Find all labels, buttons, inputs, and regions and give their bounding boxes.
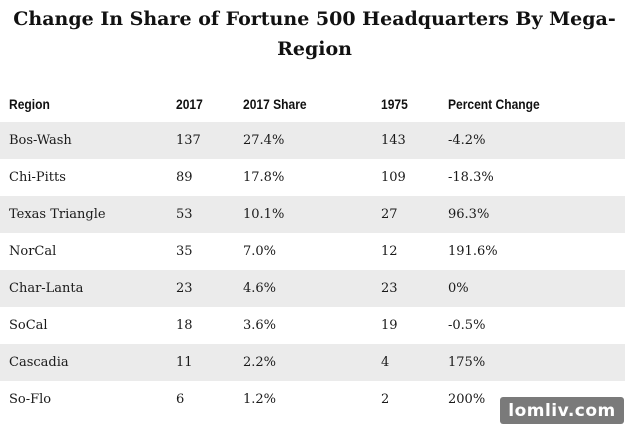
header-region: Region <box>9 95 50 112</box>
table-row: So-Flo 6 1.2% 2 200% <box>0 381 625 418</box>
cell-1975: 27 <box>381 207 398 222</box>
cell-1975: 109 <box>381 170 406 185</box>
cell-2017-share: 27.4% <box>243 133 285 148</box>
table-row: Chi-Pitts 89 17.8% 109 -18.3% <box>0 159 625 196</box>
cell-percent-change: -0.5% <box>448 318 486 333</box>
header-percent-change: Percent Change <box>448 95 540 112</box>
chart-title: Change In Share of Fortune 500 Headquart… <box>13 8 616 60</box>
cell-2017: 137 <box>176 133 201 148</box>
cell-percent-change: -18.3% <box>448 170 494 185</box>
cell-region: Texas Triangle <box>9 207 106 222</box>
cell-region: SoCal <box>9 318 48 333</box>
cell-2017: 6 <box>176 392 185 407</box>
table-row: Char-Lanta 23 4.6% 23 0% <box>0 270 625 307</box>
cell-2017-share: 1.2% <box>243 392 277 407</box>
cell-1975: 19 <box>381 318 398 333</box>
table-row: Bos-Wash 137 27.4% 143 -4.2% <box>0 122 625 159</box>
watermark-badge: lomliv.com <box>500 397 624 424</box>
cell-1975: 4 <box>381 355 390 370</box>
cell-2017: 18 <box>176 318 193 333</box>
cell-2017-share: 7.0% <box>243 244 277 259</box>
cell-1975: 143 <box>381 133 406 148</box>
table-row: NorCal 35 7.0% 12 191.6% <box>0 233 625 270</box>
cell-2017-share: 4.6% <box>243 281 277 296</box>
cell-region: Chi-Pitts <box>9 170 66 185</box>
table-header: Region 2017 2017 Share 1975 Percent Chan… <box>0 85 625 122</box>
header-2017-share: 2017 Share <box>243 95 307 112</box>
cell-percent-change: 175% <box>448 355 486 370</box>
cell-percent-change: -4.2% <box>448 133 486 148</box>
cell-region: Char-Lanta <box>9 281 84 296</box>
header-2017: 2017 <box>176 95 203 112</box>
cell-2017-share: 17.8% <box>243 170 285 185</box>
cell-region: Bos-Wash <box>9 133 72 148</box>
cell-percent-change: 0% <box>448 281 469 296</box>
cell-1975: 12 <box>381 244 398 259</box>
cell-1975: 23 <box>381 281 398 296</box>
cell-percent-change: 191.6% <box>448 244 498 259</box>
cell-percent-change: 200% <box>448 392 486 407</box>
table-row: SoCal 18 3.6% 19 -0.5% <box>0 307 625 344</box>
header-1975: 1975 <box>381 95 408 112</box>
table-row: Cascadia 11 2.2% 4 175% <box>0 344 625 381</box>
cell-region: So-Flo <box>9 392 52 407</box>
cell-2017-share: 3.6% <box>243 318 277 333</box>
cell-2017-share: 10.1% <box>243 207 285 222</box>
cell-2017: 23 <box>176 281 193 296</box>
cell-percent-change: 96.3% <box>448 207 490 222</box>
cell-region: NorCal <box>9 244 57 259</box>
data-table: Region 2017 2017 Share 1975 Percent Chan… <box>0 85 625 418</box>
cell-2017: 89 <box>176 170 193 185</box>
cell-2017: 53 <box>176 207 193 222</box>
cell-2017-share: 2.2% <box>243 355 277 370</box>
table-row: Texas Triangle 53 10.1% 27 96.3% <box>0 196 625 233</box>
cell-1975: 2 <box>381 392 390 407</box>
cell-2017: 35 <box>176 244 193 259</box>
cell-2017: 11 <box>176 355 193 370</box>
cell-region: Cascadia <box>9 355 69 370</box>
